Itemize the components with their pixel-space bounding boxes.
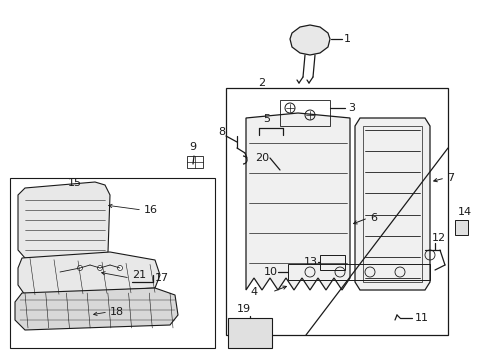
Text: 4: 4	[249, 287, 257, 297]
Text: 9: 9	[189, 142, 196, 152]
Text: 18: 18	[110, 307, 124, 317]
Text: 20: 20	[254, 153, 268, 163]
Polygon shape	[227, 318, 271, 348]
Text: 5: 5	[263, 114, 270, 124]
Text: 8: 8	[218, 127, 224, 137]
Text: 3: 3	[347, 103, 354, 113]
Text: 11: 11	[414, 313, 428, 323]
Polygon shape	[18, 182, 110, 258]
Polygon shape	[289, 25, 329, 55]
Text: 1: 1	[343, 34, 350, 44]
Text: 10: 10	[264, 267, 278, 277]
Polygon shape	[15, 288, 178, 330]
Text: 6: 6	[369, 213, 376, 223]
Text: 12: 12	[431, 233, 445, 243]
Circle shape	[97, 266, 102, 270]
Polygon shape	[454, 220, 467, 235]
Text: 14: 14	[457, 207, 471, 217]
Text: 19: 19	[237, 304, 250, 314]
Polygon shape	[18, 252, 160, 295]
Text: 16: 16	[143, 205, 158, 215]
Text: 17: 17	[155, 273, 169, 283]
Text: 7: 7	[446, 173, 453, 183]
Text: 15: 15	[68, 178, 82, 188]
Circle shape	[77, 266, 82, 270]
Polygon shape	[245, 113, 349, 290]
Circle shape	[117, 266, 122, 270]
Polygon shape	[354, 118, 429, 290]
Text: 13: 13	[304, 257, 317, 267]
Text: 2: 2	[258, 78, 264, 88]
Text: 21: 21	[132, 270, 146, 280]
